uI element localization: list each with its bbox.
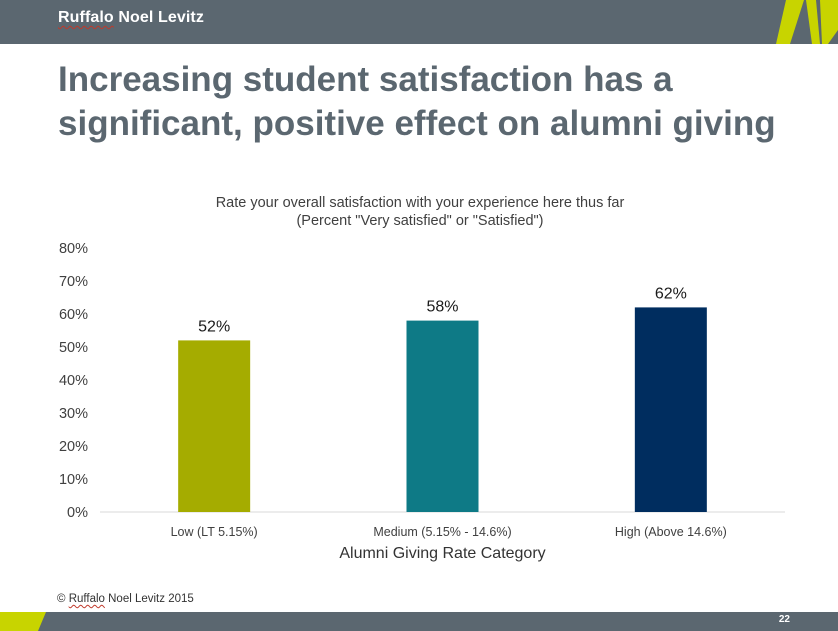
x-axis-title: Alumni Giving Rate Category: [339, 545, 545, 562]
y-tick-label: 80%: [59, 241, 88, 257]
bar-chart: 0% 10% 20% 30% 40% 50% 60% 70% 80% 52% Low (LT 5.1…: [59, 241, 785, 562]
chart-title-line-1: Rate your overall satisfaction with your…: [215, 195, 625, 211]
data-label: 62%: [655, 285, 687, 302]
bar: [634, 307, 707, 512]
slide-title: Increasing student satisfaction has a si…: [58, 60, 776, 143]
chart-title: Rate your overall satisfaction with your…: [100, 194, 740, 230]
copyright-note: © Ruffalo Noel Levitz 2015: [57, 593, 194, 605]
y-tick-label: 20%: [59, 439, 88, 455]
copyright-brand-first: Ruffalo: [68, 593, 105, 605]
x-tick-label: Low (LT 5.15%): [171, 525, 258, 539]
header-bar: [0, 0, 838, 44]
footer-bar: [0, 612, 838, 631]
y-tick-label: 60%: [59, 307, 88, 323]
x-tick-label: High (Above 14.6%): [615, 525, 727, 539]
brand-chevron-icon: [776, 0, 838, 44]
brand-name-first: Ruffalo: [58, 9, 114, 26]
page-number: 22: [778, 614, 790, 625]
y-tick-label: 0%: [67, 505, 88, 521]
data-label: 58%: [426, 299, 458, 316]
y-tick-label: 10%: [59, 472, 88, 488]
y-tick-label: 30%: [59, 406, 88, 422]
data-label: 52%: [198, 318, 230, 335]
y-tick-label: 40%: [59, 373, 88, 389]
bar: [406, 320, 479, 512]
brand-logo-text: Ruffalo Noel Levitz: [58, 9, 204, 27]
brand-name-rest: Noel Levitz: [113, 9, 204, 26]
chart-title-line-2: (Percent "Very satisfied" or "Satisfied"…: [296, 213, 544, 229]
copyright-symbol: ©: [57, 593, 66, 605]
y-tick-label: 50%: [59, 340, 88, 356]
copyright-brand-rest: Noel Levitz 2015: [104, 593, 194, 605]
y-tick-label: 70%: [59, 274, 88, 290]
x-tick-label: Medium (5.15% - 14.6%): [373, 525, 511, 539]
bar: [178, 340, 251, 512]
footer-accent-icon: [0, 612, 46, 631]
